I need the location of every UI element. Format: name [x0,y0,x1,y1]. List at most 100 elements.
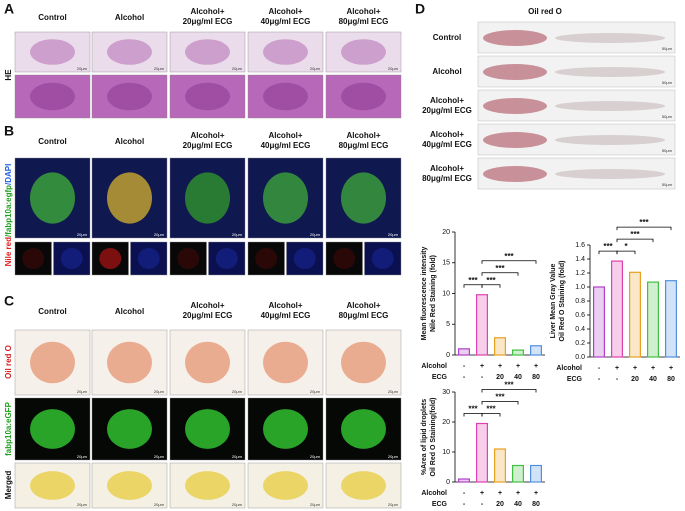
scale-bar-label: 50μm [662,80,673,85]
scale-bar-label: 20μm [310,454,321,459]
scale-bar-label: 50μm [662,114,673,119]
y-tick-label: 0.2 [575,340,585,347]
table-cell: + [534,363,538,370]
column-header: Alcohol+ [268,7,302,16]
fish [555,101,665,111]
table-cell: 20 [496,374,504,381]
significance-bracket [481,284,501,288]
y-tick-label: 30 [442,389,450,396]
column-header: Alcohol+ [190,131,224,140]
table-cell: + [615,365,619,372]
tissue [99,247,122,270]
scale-bar-label: 20μm [232,502,243,507]
fish [483,166,547,182]
bar [628,271,641,358]
column-header: Alcohol+ [346,131,380,140]
tissue [30,82,75,111]
tissue [107,82,152,111]
row-label: Alcohol [432,67,461,76]
scale-bar-label: 20μm [154,389,165,394]
column-header: Alcohol [115,137,144,146]
table-row-label: Alcohol [556,365,582,372]
tissue [341,471,386,500]
fish [555,135,665,145]
column-header: 40μg/ml ECG [261,311,311,320]
y-axis-label: Mean fluorescence intensity [421,247,428,341]
significance-label: *** [468,405,478,414]
row-label: 20μg/ml ECG [422,106,472,115]
table-cell: 80 [532,374,540,381]
tissue [107,39,152,65]
table-cell: - [481,374,484,381]
tissue [333,247,356,270]
micro-image [169,329,246,396]
tissue [263,409,308,449]
tissue [137,247,160,270]
scale-bar-label: 20μm [154,454,165,459]
tissue [185,172,230,224]
scale-bar-label: 20μm [77,232,88,237]
row-label-part: /fabp10a:egfp [4,185,13,237]
table-cell: + [480,363,484,370]
table-cell: + [498,490,502,497]
tissue [263,341,308,384]
tissue [30,471,75,500]
row-label: Control [433,33,461,42]
tissue [107,471,152,500]
tissue [185,409,230,449]
scale-bar-label: 20μm [77,66,88,71]
tissue [107,341,152,384]
table-cell: - [463,374,466,381]
scale-bar-label: 20μm [154,502,165,507]
significance-bracket [616,238,654,243]
row-label: Alcohol+ [430,96,464,105]
table-cell: 80 [667,376,675,383]
row-label-part: /DAPI [4,164,13,185]
scale-bar-label: 20μm [388,454,399,459]
table-cell: - [481,501,484,508]
table-cell: - [616,376,619,383]
significance-label: * [624,242,628,251]
column-header: Alcohol+ [190,7,224,16]
tissue [30,172,75,224]
table-cell: + [669,365,673,372]
significance-label: *** [495,264,505,273]
micro-image [286,241,324,276]
column-header: 20μg/ml ECG [183,311,233,320]
panel-label: B [4,123,14,139]
tissue [341,39,386,65]
column-header: 20μg/ml ECG [183,141,233,150]
bar [664,280,677,358]
tissue [22,247,45,270]
row-label: Merged [4,471,13,500]
scale-bar-label: 50μm [662,148,673,153]
row-label-part: Nile red [4,237,13,266]
table-cell: 40 [649,376,657,383]
fish [555,33,665,43]
scale-bar-label: 20μm [310,502,321,507]
y-tick-label: 10 [442,290,450,297]
tissue [293,247,316,270]
scale-bar-label: 20μm [232,389,243,394]
table-row-label: Alcohol [421,490,447,497]
table-cell: - [598,376,601,383]
scale-bar-label: 20μm [154,232,165,237]
row-label: Oil red O [4,345,13,379]
y-axis-label: Liver Mean Gray Value [550,264,557,339]
tissue [371,247,394,270]
column-header: 80μg/ml ECG [339,311,389,320]
column-header: Control [38,307,66,316]
bar [529,464,542,483]
scale-bar-label: 20μm [310,389,321,394]
scale-bar-label: 20μm [77,502,88,507]
table-cell: 40 [514,501,522,508]
table-row-label: ECG [432,374,448,381]
panel-label: C [4,293,14,309]
scale-bar-label: 20μm [388,389,399,394]
tissue [30,409,75,449]
y-tick-label: 15 [442,260,450,267]
column-header: Alcohol [115,307,144,316]
row-label: 40μg/ml ECG [422,140,472,149]
table-cell: + [516,490,520,497]
scale-bar-label: 20μm [232,66,243,71]
